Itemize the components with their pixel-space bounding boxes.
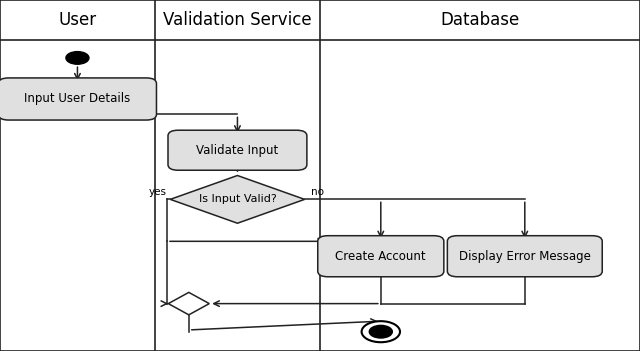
Text: Database: Database bbox=[440, 11, 520, 29]
Text: Validation Service: Validation Service bbox=[163, 11, 312, 29]
FancyBboxPatch shape bbox=[0, 78, 156, 120]
Text: Display Error Message: Display Error Message bbox=[459, 250, 591, 263]
Text: no: no bbox=[311, 187, 324, 197]
Circle shape bbox=[369, 325, 392, 338]
Text: Input User Details: Input User Details bbox=[24, 92, 131, 106]
Text: User: User bbox=[58, 11, 97, 29]
Polygon shape bbox=[170, 176, 305, 223]
FancyBboxPatch shape bbox=[447, 236, 602, 277]
Text: yes: yes bbox=[149, 187, 167, 197]
Text: Create Account: Create Account bbox=[335, 250, 426, 263]
Polygon shape bbox=[168, 292, 209, 315]
Text: Validate Input: Validate Input bbox=[196, 144, 278, 157]
FancyBboxPatch shape bbox=[168, 130, 307, 170]
Text: Is Input Valid?: Is Input Valid? bbox=[198, 194, 276, 204]
Circle shape bbox=[362, 321, 400, 342]
Circle shape bbox=[66, 52, 89, 64]
FancyBboxPatch shape bbox=[317, 236, 444, 277]
